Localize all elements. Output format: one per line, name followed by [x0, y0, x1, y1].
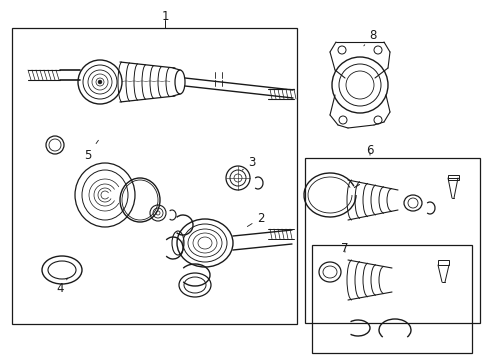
Text: 5: 5 — [84, 140, 98, 162]
Bar — [437, 260, 448, 265]
Bar — [447, 175, 458, 180]
Text: 8: 8 — [363, 28, 376, 46]
Bar — [305, 158, 479, 323]
Bar — [12, 28, 296, 324]
Text: 6: 6 — [366, 144, 373, 157]
Text: 1: 1 — [161, 9, 168, 23]
Circle shape — [98, 80, 102, 84]
Text: 7: 7 — [341, 242, 348, 255]
Text: 2: 2 — [247, 212, 264, 226]
Text: 4: 4 — [56, 278, 68, 294]
Bar — [311, 245, 471, 353]
Text: 3: 3 — [242, 156, 255, 170]
